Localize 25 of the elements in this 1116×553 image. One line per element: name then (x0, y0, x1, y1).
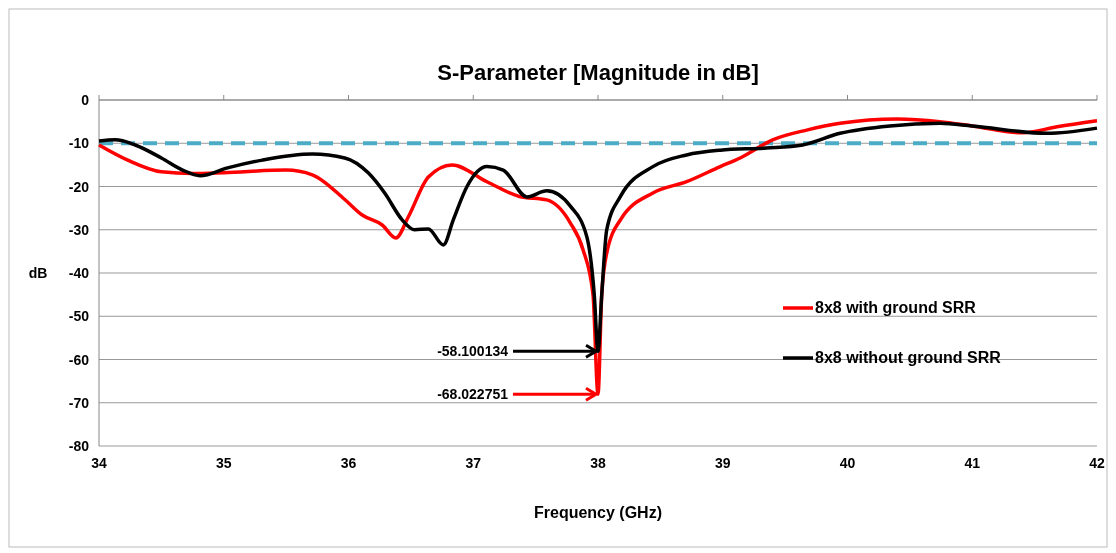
x-tick-label: 41 (964, 455, 981, 471)
y-tick-label: -40 (68, 265, 90, 281)
y-axis-title: dB (28, 265, 48, 281)
annotation: -58.100134 (437, 343, 509, 360)
y-tick-label: -10 (68, 135, 90, 152)
x-axis-title: Frequency (GHz) (533, 504, 663, 521)
y-tick-label: -50 (68, 308, 90, 325)
x-tick-label: 42 (1089, 455, 1105, 471)
y-tick-label: -20 (68, 178, 90, 195)
x-tick-label: 40 (839, 455, 856, 471)
chart-title: S-Parameter [Magnitude in dB] (437, 60, 759, 85)
y-tick-label: 0 (81, 92, 90, 108)
x-tick-label: 34 (91, 455, 107, 471)
x-tick-label: 35 (215, 455, 232, 471)
x-tick-label: 39 (714, 455, 731, 471)
y-tick-label: -80 (68, 438, 90, 454)
y-tick-label: -70 (68, 394, 90, 411)
legend-label: 8x8 with ground SRR (815, 299, 977, 316)
legend-label: 8x8 without ground SRR (815, 349, 1002, 366)
x-tick-label: 36 (340, 455, 357, 471)
annotation: -68.022751 (437, 386, 509, 403)
x-tick-label: 37 (465, 455, 482, 471)
y-tick-label: -30 (68, 221, 90, 238)
x-tick-label: 38 (590, 455, 606, 471)
y-tick-label: -60 (68, 351, 90, 368)
